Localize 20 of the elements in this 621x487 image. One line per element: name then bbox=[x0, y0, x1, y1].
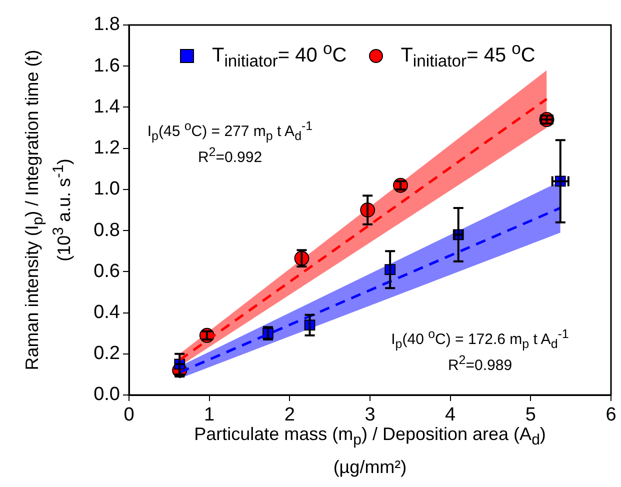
legend-label: T$_{initiator}$= 45 $^{o}$C bbox=[400, 38, 536, 73]
legend-label: T$_{initiator}$= 40 $^{o}$C bbox=[211, 38, 347, 73]
y-tick-label: 0.2 bbox=[94, 343, 120, 364]
y-tick-label: 1.8 bbox=[94, 14, 120, 36]
x-tick-label: 2 bbox=[284, 404, 295, 426]
x-tick-label: 3 bbox=[364, 404, 376, 426]
y-tick-label: 0.0 bbox=[94, 384, 120, 406]
x-tick-label: 1 bbox=[204, 404, 215, 426]
y-tick-label: 1.4 bbox=[94, 96, 120, 118]
text: Particulate mass (m$_{p}$) / Deposition area (A$_{d}$) (µg/mm²) bbox=[194, 424, 546, 477]
x-tick-label: 6 bbox=[606, 404, 616, 426]
x-tick-label: 0 bbox=[124, 404, 134, 426]
x-tick-label: 4 bbox=[445, 404, 456, 426]
y-tick-label: 1.6 bbox=[94, 55, 120, 76]
y-tick-label: 1.0 bbox=[94, 178, 120, 200]
y-tick-label: 0.4 bbox=[94, 302, 120, 324]
y-tick-label: 0.6 bbox=[94, 260, 120, 282]
x-tick-label: 5 bbox=[525, 404, 536, 426]
y-tick-label: 1.2 bbox=[94, 138, 120, 159]
y-tick-label: 0.8 bbox=[94, 220, 120, 241]
